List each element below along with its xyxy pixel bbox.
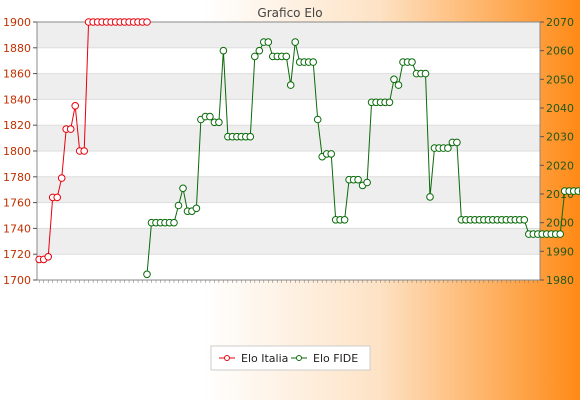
y-left-tick-label: 1740 xyxy=(3,222,31,235)
data-point xyxy=(251,52,259,61)
data-point xyxy=(286,81,295,89)
plot-area: 1700 1720 1740 1760 1780 1800 1820 1840 1860 1880… xyxy=(3,16,580,287)
legend-swatch-marker xyxy=(296,355,302,361)
y-left-tick-label: 1880 xyxy=(3,42,31,55)
legend-label: Elo Italia xyxy=(241,352,288,365)
data-point xyxy=(206,112,214,121)
grid-band xyxy=(37,125,540,151)
data-point xyxy=(80,147,88,155)
y-right-tick-label: 2000 xyxy=(546,217,574,230)
data-point xyxy=(340,216,349,224)
y-left-tick-label: 1820 xyxy=(3,119,31,132)
y-right-tick-label: 2040 xyxy=(546,102,574,115)
y-right-tick-label: 2020 xyxy=(546,159,574,172)
data-point xyxy=(444,144,452,152)
data-point xyxy=(66,125,75,133)
data-point xyxy=(426,193,434,201)
data-point xyxy=(313,115,322,124)
y-left-tick-label: 1900 xyxy=(3,16,31,29)
grid-band xyxy=(37,176,540,203)
grid-band xyxy=(37,22,540,48)
y-right-tick-label: 2050 xyxy=(546,73,574,86)
chart-title: Grafico Elo xyxy=(257,6,322,20)
data-point xyxy=(408,58,416,66)
data-point xyxy=(282,52,291,61)
data-point xyxy=(179,184,187,193)
y-left-tick-label: 1720 xyxy=(3,248,31,261)
y-left-tick-label: 1860 xyxy=(3,68,31,81)
y-left-tick-label: 1760 xyxy=(3,197,31,210)
data-point xyxy=(354,175,362,184)
legend-box xyxy=(210,345,371,371)
y-left-tick-label: 1800 xyxy=(3,145,31,158)
data-point xyxy=(219,46,228,55)
y-right-tick-label: 2030 xyxy=(546,131,574,144)
data-point xyxy=(192,204,201,213)
data-point xyxy=(174,201,183,210)
data-point xyxy=(309,58,318,66)
data-point xyxy=(453,138,461,147)
data-point xyxy=(255,46,264,55)
data-point xyxy=(215,118,223,127)
legend: Elo Italia Elo FIDE xyxy=(210,345,371,371)
data-point xyxy=(390,75,398,84)
data-point xyxy=(363,178,371,187)
data-point xyxy=(57,174,66,182)
legend-label: Elo FIDE xyxy=(313,352,358,365)
y-left-tick-label: 1840 xyxy=(3,93,31,106)
y-right-tick-label: 1980 xyxy=(546,274,574,287)
grid-band xyxy=(37,228,540,255)
data-point xyxy=(170,218,178,227)
data-point xyxy=(574,187,580,195)
data-point xyxy=(291,38,300,46)
data-point xyxy=(520,216,529,224)
legend-swatch-marker xyxy=(224,355,230,361)
y-left-tick-label: 1780 xyxy=(3,171,31,184)
data-point xyxy=(264,38,273,46)
data-point xyxy=(246,132,255,141)
data-point xyxy=(385,98,394,107)
data-point xyxy=(143,18,151,26)
y-right-tick-label: 2070 xyxy=(546,16,574,29)
y-right-tick-label: 2060 xyxy=(546,45,574,58)
data-point xyxy=(421,69,430,78)
data-point xyxy=(53,193,62,202)
data-point xyxy=(143,270,151,279)
data-point xyxy=(327,150,336,158)
data-point xyxy=(71,102,79,110)
data-point xyxy=(556,230,565,238)
y-right-tick-label: 1990 xyxy=(546,245,574,258)
y-left-tick-label: 1700 xyxy=(3,274,31,287)
data-point xyxy=(394,81,403,89)
data-point xyxy=(44,252,53,261)
